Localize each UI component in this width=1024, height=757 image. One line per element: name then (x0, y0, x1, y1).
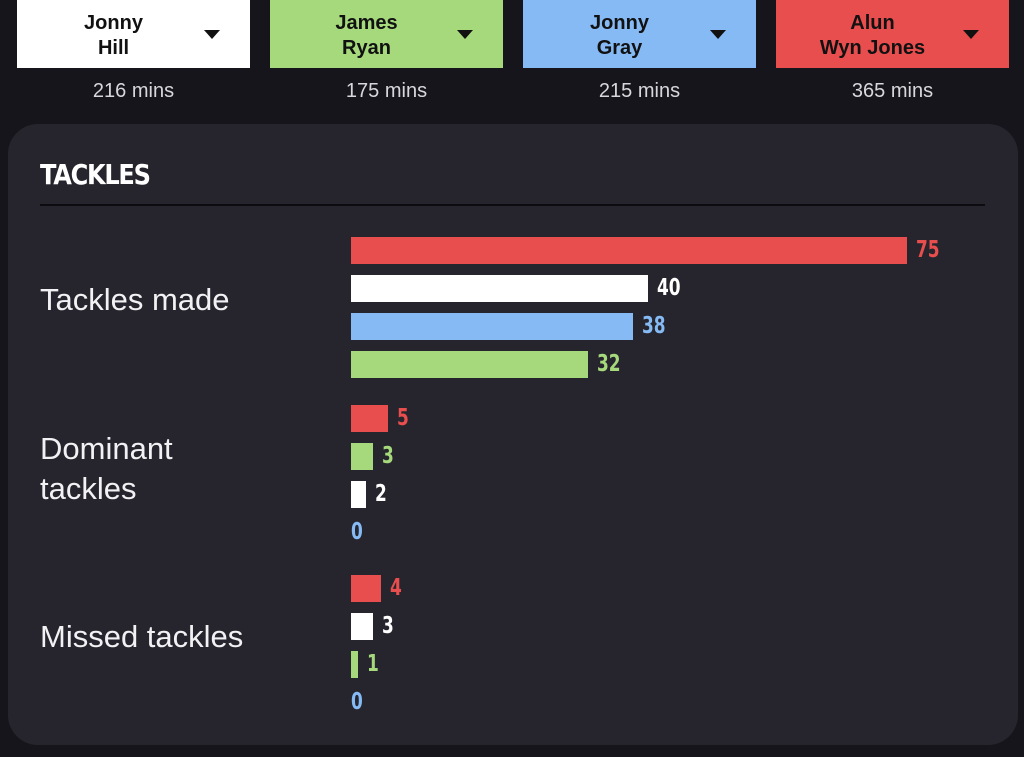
player-name: Jonny Gray (523, 11, 716, 61)
caret-down-icon[interactable] (457, 30, 473, 39)
group-label: Tackles made (40, 282, 230, 317)
bar (351, 443, 373, 470)
player-first-name: Alun (850, 12, 895, 34)
bar-value-label: 40 (657, 275, 681, 301)
player-first-name: Jonny (84, 12, 143, 34)
player-selector-1[interactable]: Jonny Hill (17, 0, 250, 68)
player-name: James Ryan (270, 11, 463, 61)
player-selector-4[interactable]: Alun Wyn Jones (776, 0, 1009, 68)
player-first-name: Jonny (590, 12, 649, 34)
bar (351, 275, 648, 302)
player-selector-row: Jonny Hill James Ryan Jonny Gray Alun Wy… (0, 0, 1024, 120)
bar-value-label: 0 (351, 519, 363, 545)
player-last-name: Ryan (342, 37, 391, 59)
bar (351, 405, 388, 432)
player-first-name: James (335, 12, 398, 34)
caret-down-icon[interactable] (204, 30, 220, 39)
bar (351, 313, 633, 340)
player-name: Jonny Hill (17, 11, 210, 61)
player-last-name: Wyn Jones (819, 37, 926, 59)
bar (351, 237, 907, 264)
player-minutes: 175 mins (345, 80, 428, 102)
bar-value-label: 4 (390, 575, 402, 601)
bar-value-label: 5 (397, 405, 409, 431)
bar-value-label: 2 (375, 481, 387, 507)
player-last-name: Gray (596, 37, 643, 59)
bar-value-label: 1 (367, 651, 379, 677)
tackles-card: TACKLES Tackles made 75 40 38 32 Dominant tac… (8, 124, 1018, 745)
player-minutes: 365 mins (851, 80, 934, 102)
player-selector-3[interactable]: Jonny Gray (523, 0, 756, 68)
group-label: Dominant tackles (40, 431, 173, 506)
bar-value-label: 0 (351, 689, 363, 715)
caret-down-icon[interactable] (710, 30, 726, 39)
bar (351, 351, 588, 378)
caret-down-icon[interactable] (963, 30, 979, 39)
bar-value-label: 32 (597, 351, 621, 377)
bar (351, 481, 366, 508)
group-label: Missed tackles (40, 619, 244, 654)
bar-value-label: 3 (382, 613, 394, 639)
bar-value-label: 3 (382, 443, 394, 469)
bar-value-label: 75 (916, 237, 940, 263)
bar (351, 613, 373, 640)
player-selector-2[interactable]: James Ryan (270, 0, 503, 68)
player-name: Alun Wyn Jones (776, 11, 969, 61)
player-minutes: 215 mins (598, 80, 681, 102)
section-divider (40, 204, 985, 206)
section-title: TACKLES (40, 158, 151, 191)
player-last-name: Hill (97, 37, 130, 59)
bar (351, 651, 358, 678)
player-minutes: 216 mins (92, 80, 175, 102)
bar-value-label: 38 (642, 313, 666, 339)
bar (351, 575, 381, 602)
